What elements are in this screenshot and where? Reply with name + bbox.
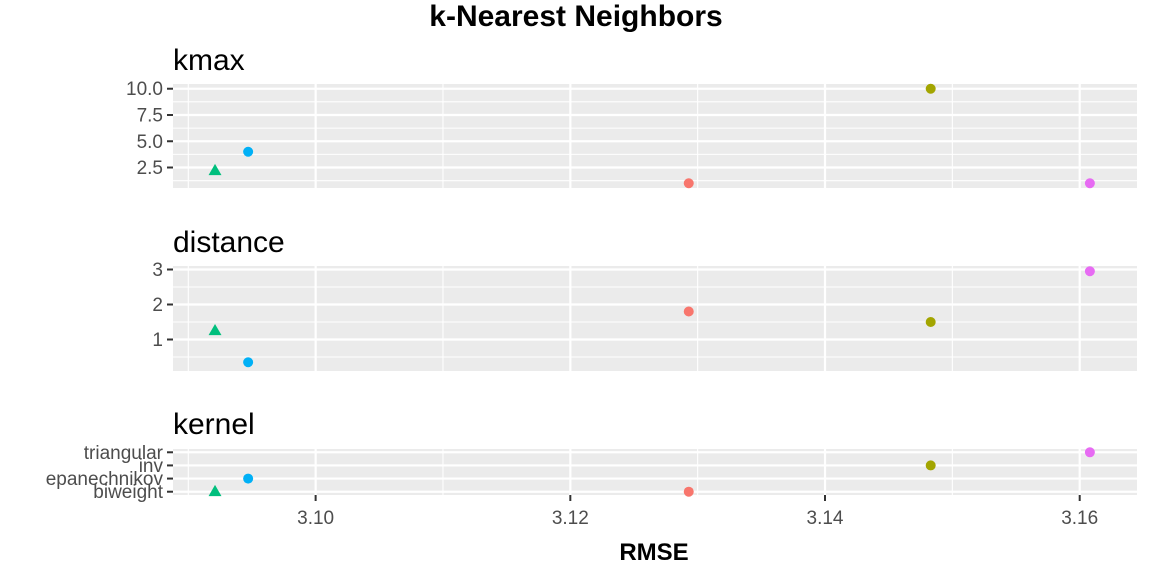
y-tick-label: 5.0 [137, 132, 163, 153]
data-point [925, 83, 936, 94]
y-tick-label: 10.0 [126, 79, 163, 100]
facet-label-kernel: kernel [173, 408, 255, 441]
data-point-triangle [208, 323, 222, 336]
data-point [683, 486, 694, 497]
data-point [243, 473, 254, 484]
y-tick-label: 2.5 [137, 158, 163, 179]
data-point [1084, 447, 1095, 458]
data-point [1084, 266, 1095, 277]
y-tick-label: 3 [152, 260, 163, 281]
y-tick-label: biweight [93, 482, 163, 503]
facet-label-kmax: kmax [173, 44, 245, 77]
y-tick-label: 7.5 [137, 105, 163, 126]
panel-background [173, 449, 1137, 495]
x-axis-label: RMSE [619, 539, 688, 566]
data-point [683, 306, 694, 317]
y-tick-label: epanechnikov [46, 469, 164, 490]
data-point [683, 178, 694, 189]
y-tick-label: 2 [152, 295, 163, 316]
data-point [243, 146, 254, 157]
data-point [925, 317, 936, 327]
data-point [243, 357, 254, 368]
y-tick-label: inv [139, 456, 164, 477]
x-tick-label: 3.14 [807, 508, 844, 529]
chart-title: k-Nearest Neighbors [429, 0, 722, 33]
y-tick-label: 1 [152, 330, 163, 351]
y-tick-label: triangular [84, 443, 164, 464]
data-point-triangle [208, 484, 222, 497]
x-tick-label: 3.16 [1061, 508, 1098, 529]
panel-distance: distance 3 2 1 [152, 226, 1137, 371]
panel-background [173, 84, 1137, 188]
panel-background [173, 266, 1137, 371]
panel-kmax: kmax 10.0 7.5 5.0 2.5 [126, 44, 1137, 189]
x-tick-label: 3.10 [297, 508, 334, 529]
data-point [925, 460, 936, 471]
facet-panels: kmax 10.0 7.5 5.0 2.5 distance 3 2 1 kernel triang… [46, 44, 1137, 503]
data-point-triangle [208, 163, 222, 176]
data-point [1084, 178, 1095, 189]
facet-label-distance: distance [173, 226, 285, 259]
x-tick-label: 3.12 [552, 508, 589, 529]
x-axis: 3.10 3.12 3.14 3.16 [297, 495, 1098, 529]
